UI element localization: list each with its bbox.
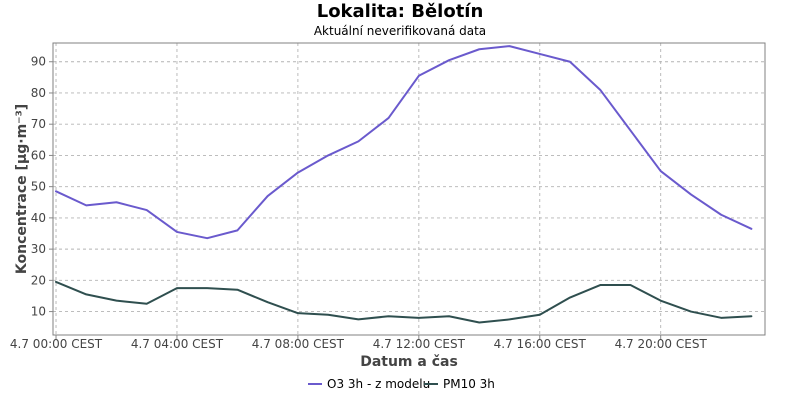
x-tick-label: 4.7 04:00 CEST (131, 337, 224, 351)
y-tick-label: 80 (31, 86, 46, 100)
chart-subtitle: Aktuální neverifikovaná data (314, 24, 486, 38)
x-tick-label: 4.7 16:00 CEST (494, 337, 587, 351)
legend-label: O3 3h - z modelu (327, 377, 430, 391)
legend: O3 3h - z modelu PM10 3h (308, 377, 495, 391)
y-tick-label: 50 (31, 180, 46, 194)
series (55, 45, 753, 324)
x-tick-label: 4.7 12:00 CEST (373, 337, 466, 351)
series-line-1 (55, 280, 753, 324)
y-tick-label: 10 (31, 305, 46, 319)
x-axis: 4.7 00:00 CEST 4.7 04:00 CEST 4.7 08:00 CE… (10, 335, 708, 351)
y-tick-label: 20 (31, 273, 46, 287)
plot-frame (52, 42, 766, 336)
y-tick-label: 30 (31, 242, 46, 256)
y-tick-label: 90 (31, 55, 46, 69)
y-axis-title: Koncentrace [µg·m⁻³] (14, 104, 30, 274)
x-axis-title: Datum a čas (360, 354, 458, 370)
x-tick-label: 4.7 20:00 CEST (615, 337, 708, 351)
y-tick-label: 70 (31, 117, 46, 131)
y-tick-label: 40 (31, 211, 46, 225)
y-tick-label: 60 (31, 148, 46, 162)
chart-title: Lokalita: Bělotín (317, 1, 484, 22)
legend-label: PM10 3h (443, 377, 495, 391)
series-line-0 (55, 45, 753, 240)
y-axis: 10 20 30 40 50 60 70 80 90 (31, 55, 53, 319)
grid (53, 43, 765, 335)
x-tick-label: 4.7 08:00 CEST (252, 337, 345, 351)
x-tick-label: 4.7 00:00 CEST (10, 337, 103, 351)
